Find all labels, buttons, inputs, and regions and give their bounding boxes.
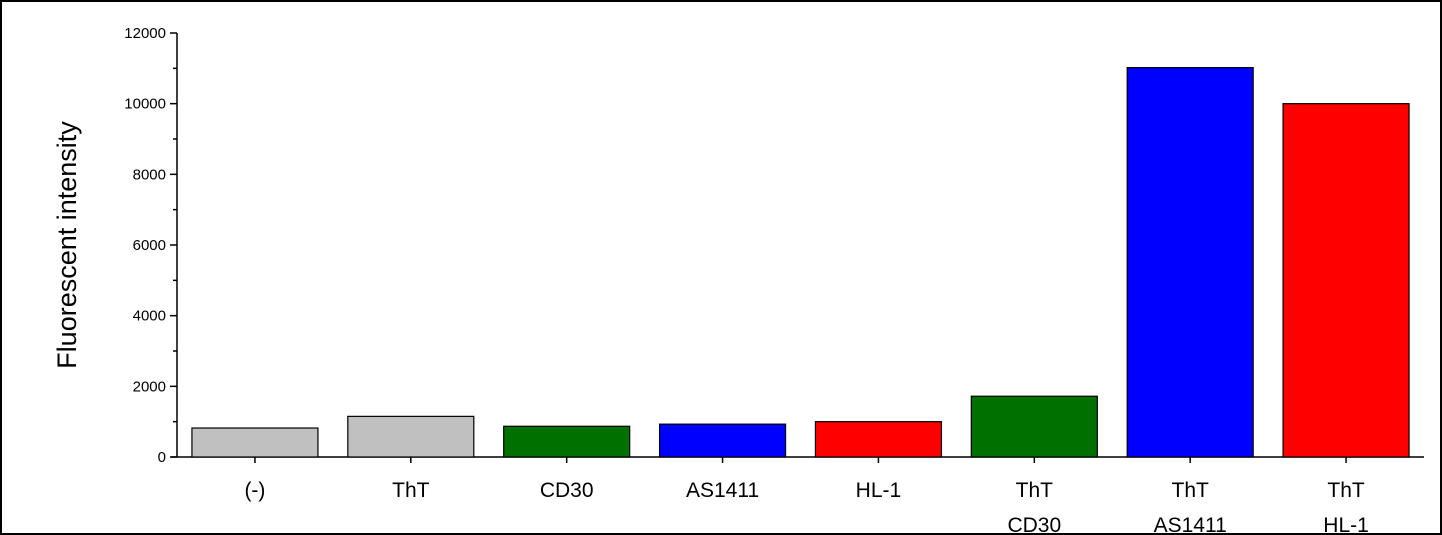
bar	[503, 425, 631, 458]
bar	[970, 395, 1098, 458]
x-tick-label: CD30	[540, 479, 594, 502]
y-axis-label: Fluorescent intensity	[52, 121, 82, 369]
bar	[191, 427, 319, 458]
y-tick-label: 10000	[124, 96, 166, 113]
x-tick-label: CD30	[1007, 514, 1061, 535]
x-tick-label: AS1411	[1154, 514, 1227, 535]
x-tick-label: ThT	[1172, 479, 1210, 502]
y-tick-label: 6000	[133, 237, 166, 254]
bar	[814, 421, 943, 458]
x-tick-label: ThT	[392, 479, 430, 502]
x-tick-label: HL-1	[856, 479, 902, 502]
bar	[1126, 67, 1254, 458]
bar	[1282, 103, 1410, 458]
x-tick-label: HL-1	[1323, 514, 1369, 535]
x-tick-label: ThT	[1016, 479, 1054, 502]
bar	[658, 423, 787, 458]
y-tick-label: 8000	[133, 166, 166, 183]
x-tick-label: AS1411	[686, 479, 759, 502]
labels: Fluorescent intensity (-) ThT CD30 AS1411 HL-…	[52, 121, 1369, 535]
x-tick-label: (-)	[244, 479, 265, 502]
y-tick-label: 0	[158, 449, 166, 466]
x-tick-label: ThT	[1327, 479, 1365, 502]
y-tick-label: 4000	[133, 308, 166, 325]
bars	[191, 67, 1410, 458]
bar	[347, 415, 475, 458]
y-tick-label: 12000	[124, 25, 166, 42]
y-tick-label: 2000	[133, 378, 166, 395]
